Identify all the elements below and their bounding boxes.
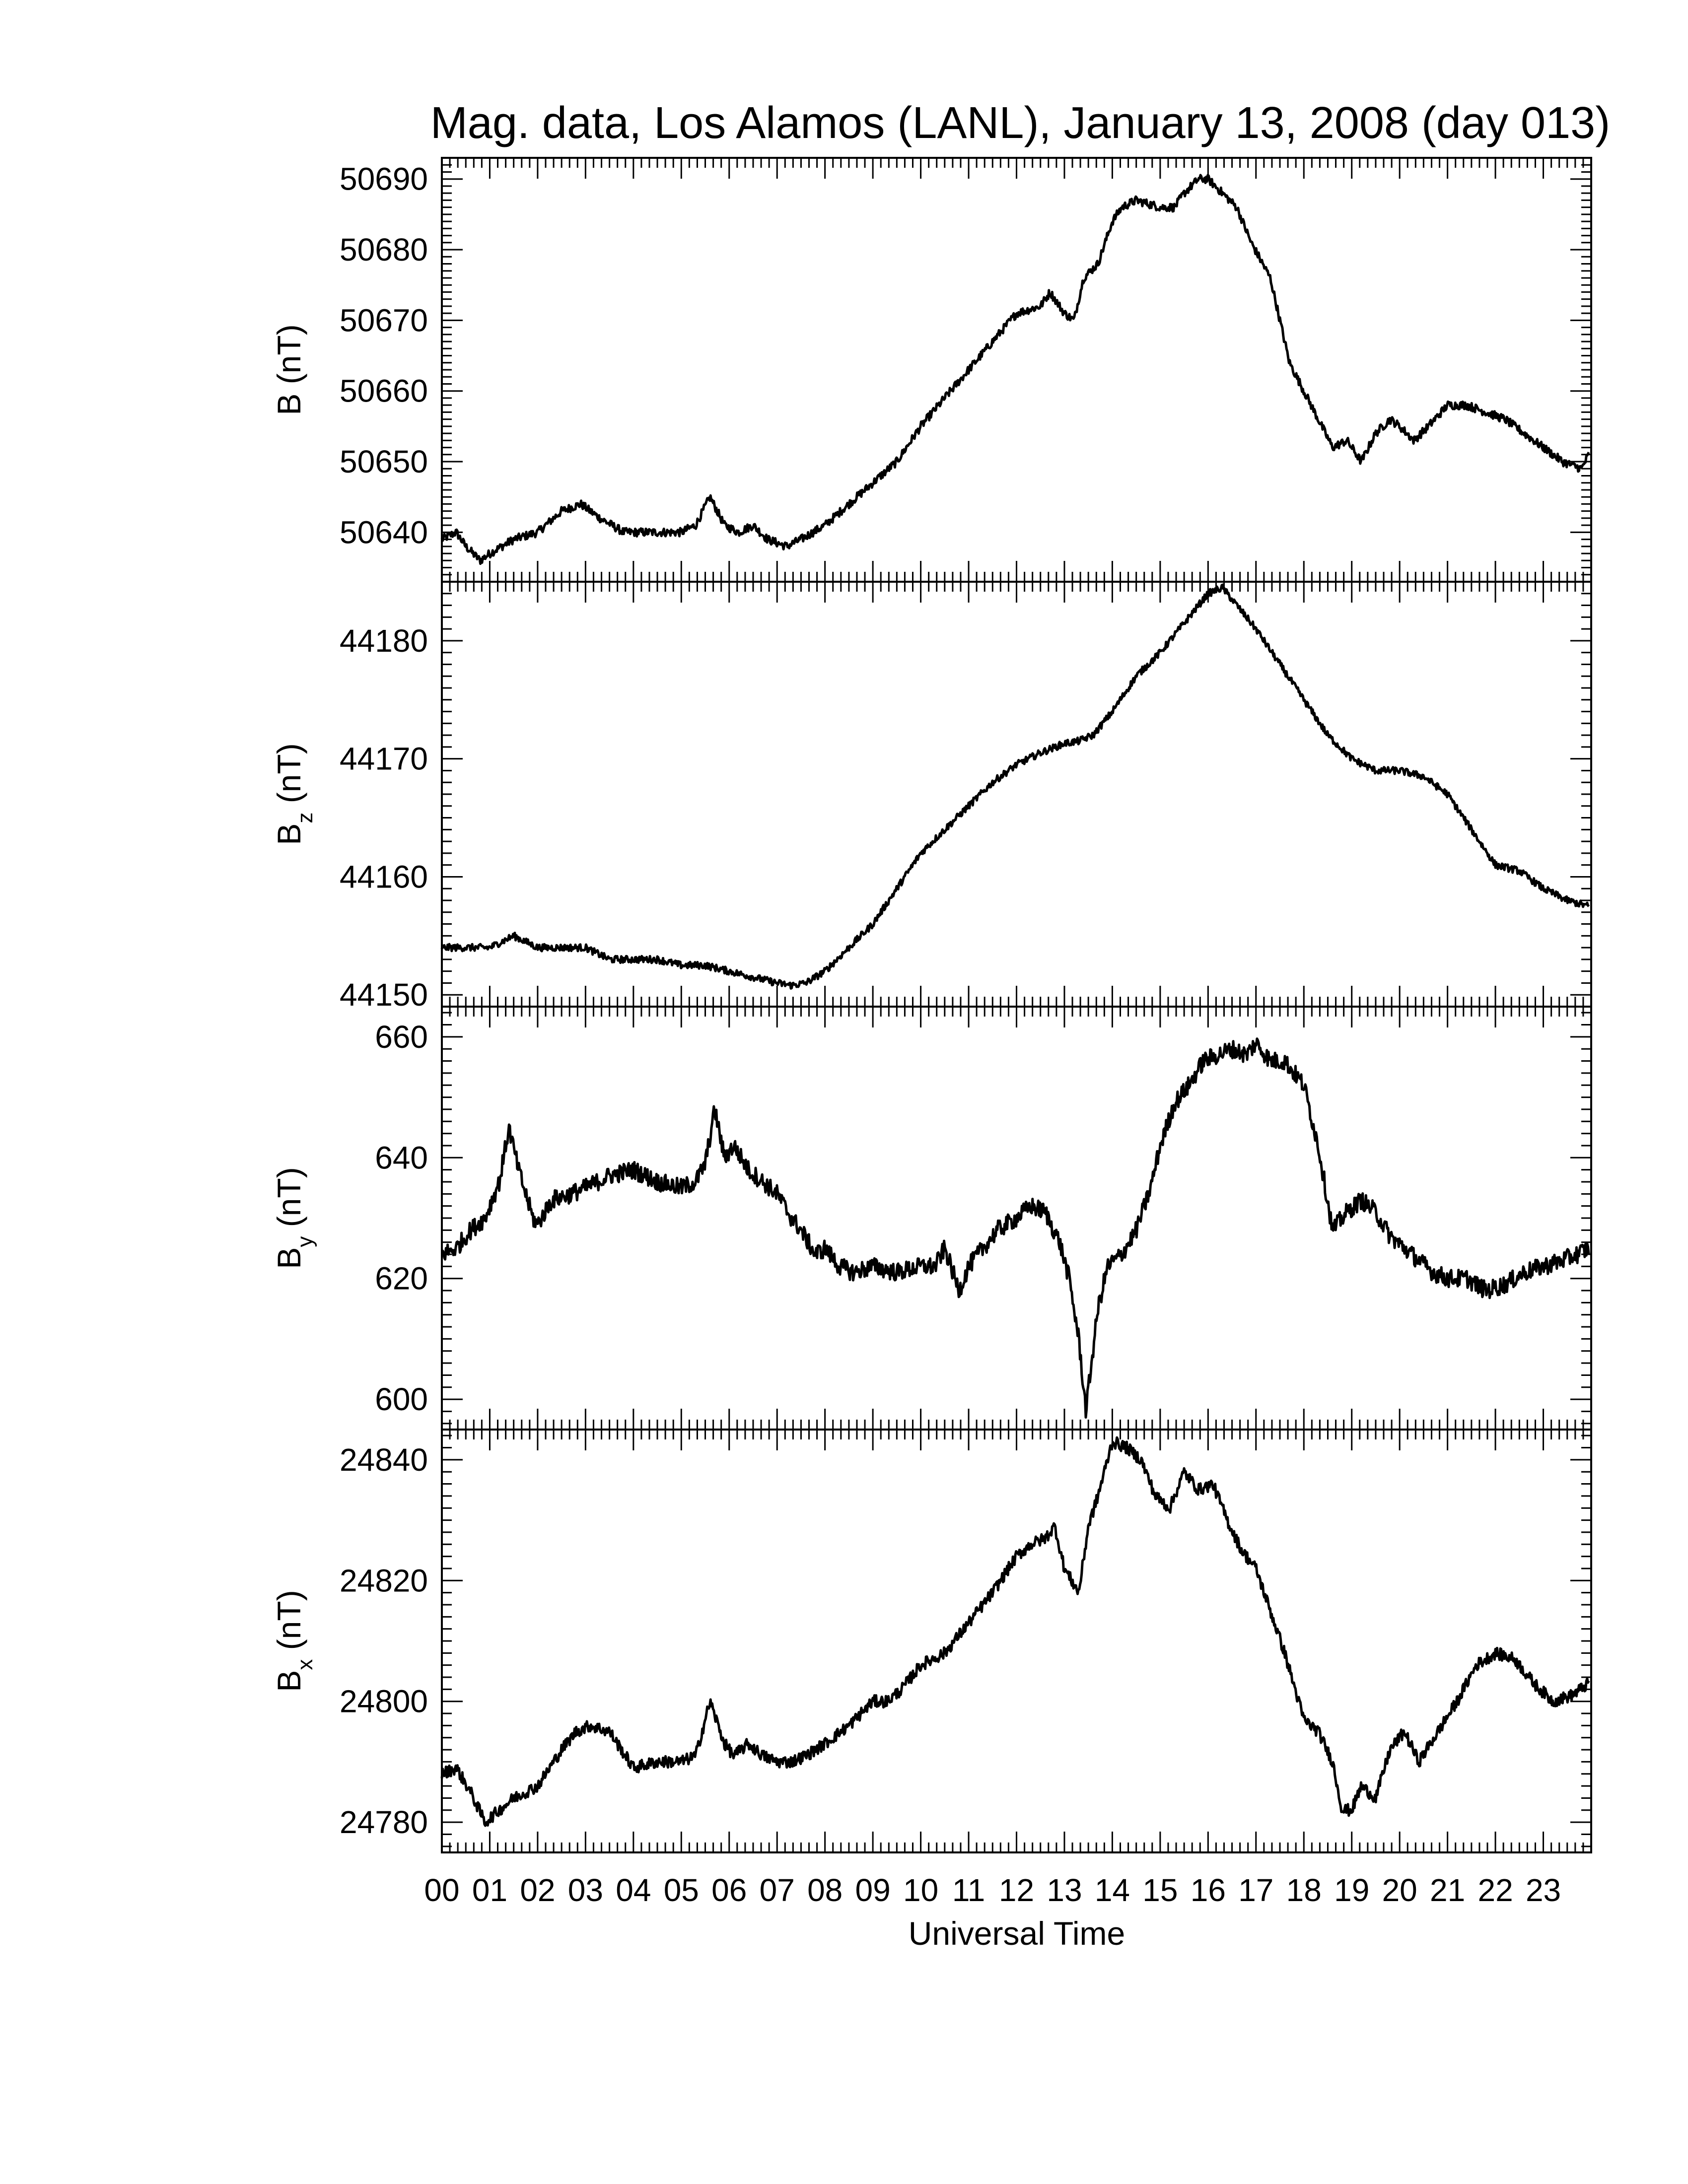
y-axis-label-sub: x: [293, 1659, 317, 1670]
x-tick-label: 13: [1047, 1872, 1082, 1908]
y-tick-label: 50640: [340, 514, 428, 550]
x-tick-label: 22: [1477, 1872, 1513, 1908]
panel-4: 24780 24800 24820 24840 Bx (nT): [271, 1429, 1592, 1853]
x-ticks: [441, 1430, 1592, 1852]
panel-frame: [441, 1429, 1592, 1853]
panel-frame: [441, 581, 1592, 1008]
x-tick-label: 23: [1526, 1872, 1561, 1908]
x-tick-label: 02: [520, 1872, 555, 1908]
x-tick-label: 05: [664, 1872, 699, 1908]
panel-3: 600 620 640 660 By (nT): [271, 1006, 1592, 1431]
y-tick-label: 660: [375, 1019, 428, 1055]
y-axis-label-unit: (nT): [271, 324, 307, 393]
panel-2: 44150 44160 44170 44180 Bz (nT): [271, 581, 1592, 1013]
panel-frame: [441, 157, 1592, 583]
x-tick-labels: 00 01 02 03 04 05 06 07 08 09 10 11 12 13 14 15 16 17 18 19…: [424, 1872, 1561, 1908]
y-axis-label: Bz (nT): [271, 743, 317, 845]
chart-title: Mag. data, Los Alamos (LANL), January 13…: [430, 98, 1610, 148]
panel-1: 50640 50650 50660 50670 50680 50690 B (nT): [271, 157, 1592, 583]
y-tick-label: 44150: [340, 977, 428, 1013]
y-tick-label: 50670: [340, 302, 428, 338]
y-ticks: 44150 44160 44170 44180: [340, 581, 1591, 1013]
y-axis-label-base: B: [271, 823, 307, 845]
series-line: [440, 174, 1590, 565]
y-axis-label-sub: y: [293, 1236, 317, 1247]
x-tick-label: 04: [616, 1872, 651, 1908]
y-axis-label-sub: z: [293, 813, 317, 823]
x-axis-label: Universal Time: [909, 1915, 1125, 1952]
x-tick-label: 14: [1095, 1872, 1130, 1908]
x-tick-label: 20: [1382, 1872, 1417, 1908]
x-tick-label: 19: [1334, 1872, 1369, 1908]
y-tick-label: 44180: [340, 623, 428, 659]
x-tick-label: 08: [807, 1872, 843, 1908]
y-tick-label: 50690: [340, 161, 428, 197]
y-tick-label: 640: [375, 1140, 428, 1175]
y-axis-label-unit: (nT): [271, 1167, 307, 1236]
x-tick-label: 11: [952, 1872, 985, 1908]
y-ticks: 50640 50650 50660 50670 50680 50690: [340, 157, 1591, 583]
x-tick-label: 15: [1142, 1872, 1178, 1908]
series-line: [440, 583, 1590, 990]
y-ticks: 600 620 640 660: [375, 1012, 1591, 1425]
series-line: [440, 1436, 1590, 1827]
y-axis-label-base: B: [271, 394, 307, 415]
y-tick-label: 44170: [340, 741, 428, 777]
x-tick-label: 01: [472, 1872, 507, 1908]
x-ticks: [441, 1007, 1592, 1430]
x-tick-label: 07: [760, 1872, 795, 1908]
y-tick-label: 600: [375, 1381, 428, 1417]
y-axis-label-unit: (nT): [271, 743, 307, 812]
x-ticks: [441, 158, 1592, 582]
x-tick-label: 21: [1430, 1872, 1465, 1908]
series-line: [440, 1037, 1590, 1419]
y-axis-label: By (nT): [271, 1167, 317, 1269]
y-axis-label-base: B: [271, 1670, 307, 1692]
y-axis-label-base: B: [271, 1247, 307, 1269]
x-tick-label: 16: [1191, 1872, 1226, 1908]
x-tick-label: 17: [1238, 1872, 1273, 1908]
y-ticks: 24780 24800 24820 24840: [340, 1434, 1591, 1847]
y-tick-label: 24820: [340, 1563, 428, 1598]
y-axis-label: B (nT): [271, 324, 307, 415]
y-tick-label: 50680: [340, 232, 428, 268]
x-tick-label: 03: [568, 1872, 603, 1908]
y-tick-label: 50660: [340, 373, 428, 409]
y-axis-label-unit: (nT): [271, 1590, 307, 1659]
x-tick-label: 06: [711, 1872, 747, 1908]
x-tick-label: 00: [424, 1872, 459, 1908]
x-ticks: [441, 582, 1592, 1007]
x-tick-label: 09: [855, 1872, 891, 1908]
y-tick-label: 50650: [340, 444, 428, 479]
x-tick-label: 18: [1286, 1872, 1322, 1908]
y-tick-label: 24780: [340, 1804, 428, 1840]
y-tick-label: 620: [375, 1261, 428, 1297]
x-tick-label: 10: [903, 1872, 938, 1908]
y-tick-label: 24840: [340, 1442, 428, 1478]
y-tick-label: 44160: [340, 859, 428, 894]
y-tick-label: 24800: [340, 1684, 428, 1719]
y-axis-label: Bx (nT): [271, 1590, 317, 1692]
x-tick-label: 12: [999, 1872, 1034, 1908]
